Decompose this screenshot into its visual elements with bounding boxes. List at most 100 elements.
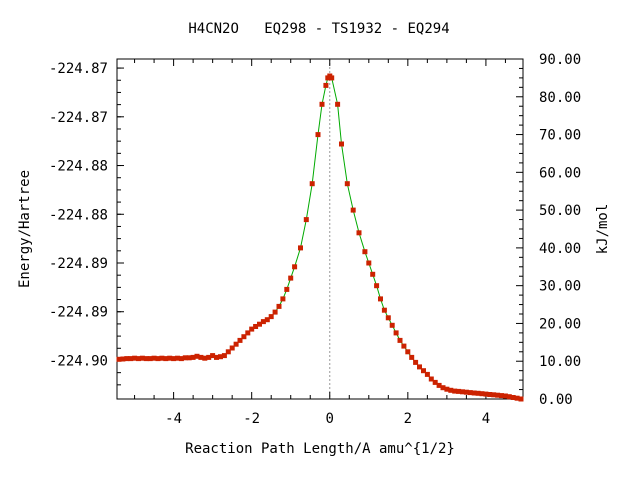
data-point [491, 392, 497, 398]
left-tick-label: -224.89 [49, 256, 108, 272]
data-point [510, 395, 516, 400]
data-point [128, 356, 134, 362]
data-point [288, 275, 294, 281]
data-point [171, 356, 177, 362]
data-point [194, 353, 200, 359]
data-point [413, 359, 419, 365]
data-point [139, 355, 145, 361]
data-point [356, 230, 362, 236]
y-axis-right-title: kJ/mol [595, 204, 611, 255]
data-point [303, 217, 309, 223]
right-axis-ticks: 0.00 10.00 20.00 30.00 40.00 50.00 60.00 70.00 8… [516, 52, 581, 408]
data-point [397, 337, 403, 343]
data-point [120, 356, 126, 362]
data-point [499, 393, 504, 399]
left-tick-label: -224.89 [49, 305, 108, 321]
data-point [315, 132, 321, 138]
data-point [124, 356, 130, 362]
data-point [136, 356, 141, 362]
data-point [444, 386, 450, 392]
data-point [463, 389, 469, 395]
data-point [479, 391, 485, 397]
data-point [389, 322, 395, 328]
data-point [467, 390, 473, 396]
data-point [362, 249, 368, 255]
data-point [147, 356, 153, 362]
data-point [132, 355, 138, 361]
data-point [323, 82, 329, 88]
data-point [268, 314, 274, 320]
data-point [241, 334, 247, 340]
data-point [374, 283, 380, 289]
data-point [253, 324, 259, 329]
data-point [272, 309, 278, 315]
left-tick-label: -224.88 [49, 159, 108, 175]
x-tick-label: 0 [326, 411, 334, 427]
data-point [471, 390, 477, 396]
data-point [214, 354, 219, 360]
data-point [448, 387, 454, 393]
data-point [218, 354, 223, 360]
data-point [210, 353, 216, 359]
data-point [460, 389, 465, 395]
data-point [421, 368, 426, 374]
data-point [264, 317, 270, 323]
data-point [381, 307, 387, 313]
data-point [233, 341, 239, 347]
data-point [350, 207, 356, 213]
data-point [245, 330, 251, 336]
data-point [518, 396, 524, 402]
data-point [257, 321, 262, 327]
data-point [260, 319, 266, 325]
right-tick-label: 90.00 [539, 52, 581, 68]
data-point [225, 349, 231, 355]
left-tick-label: -224.90 [49, 353, 108, 369]
data-point [309, 181, 315, 187]
energy-profile-line [118, 75, 522, 400]
right-tick-label: 50.00 [539, 203, 581, 219]
data-point [440, 385, 446, 391]
data-point [432, 379, 438, 385]
data-point [428, 376, 434, 382]
data-point [237, 337, 243, 343]
data-point [221, 353, 227, 359]
data-point [456, 388, 462, 394]
x-axis-ticks: -4 -2 0 2 4 [134, 59, 506, 427]
data-point [514, 395, 520, 401]
left-tick-label: -224.87 [49, 61, 108, 77]
data-point [186, 355, 192, 361]
data-point [298, 245, 303, 251]
data-point [335, 101, 341, 107]
data-point [344, 181, 350, 187]
data-point [378, 296, 383, 302]
data-point [198, 354, 204, 360]
left-tick-label: -224.87 [49, 110, 108, 126]
data-point [292, 264, 298, 270]
data-point [495, 392, 501, 398]
data-point [483, 391, 489, 397]
data-point [506, 394, 512, 400]
x-tick-label: -4 [165, 411, 182, 427]
chart-title: H4CN2O EQ298 - TS1932 - EQ294 [188, 21, 449, 37]
data-point [475, 390, 481, 396]
left-tick-label: -224.88 [49, 207, 108, 223]
data-point [206, 354, 212, 360]
data-point [417, 364, 422, 370]
data-point [370, 271, 376, 277]
energy-profile-points [116, 73, 524, 402]
data-point [116, 356, 122, 362]
right-tick-label: 70.00 [539, 128, 581, 144]
right-tick-label: 20.00 [539, 316, 581, 332]
data-point [366, 260, 372, 266]
data-point [436, 382, 442, 388]
data-point [284, 286, 290, 292]
data-point [163, 356, 169, 362]
data-point [339, 141, 344, 147]
data-point [151, 355, 157, 361]
data-point [487, 392, 493, 397]
right-tick-label: 60.00 [539, 165, 581, 181]
data-point [276, 303, 282, 309]
right-tick-label: 40.00 [539, 241, 581, 257]
data-point [182, 355, 188, 361]
